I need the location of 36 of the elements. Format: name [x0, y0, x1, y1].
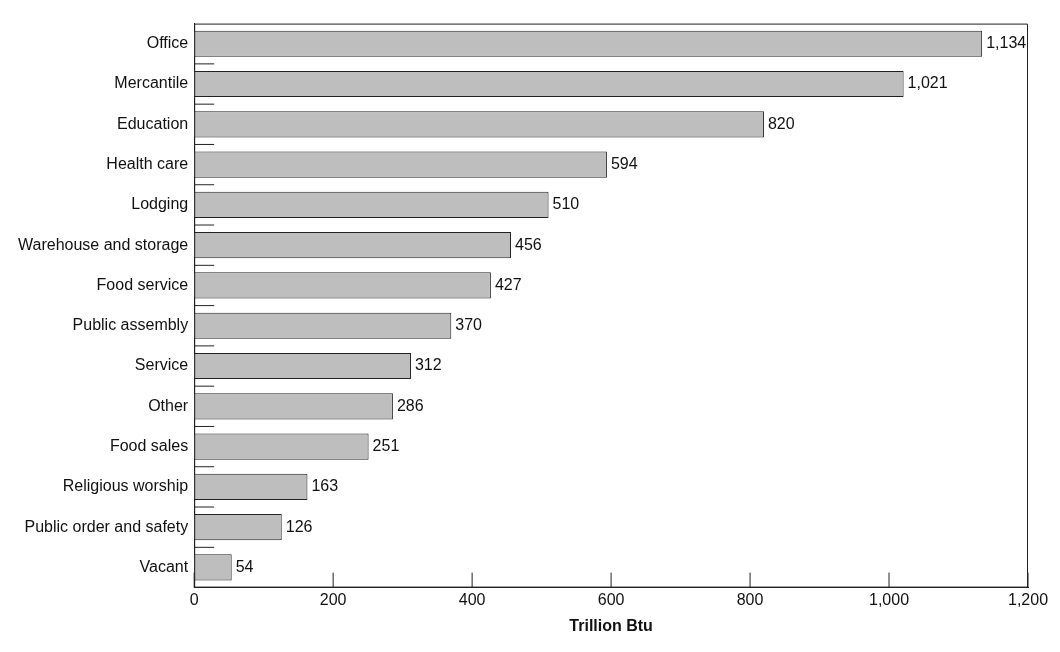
data-label: 312: [414, 356, 442, 374]
x-tick-label: 0: [189, 590, 199, 608]
data-label: 163: [311, 477, 339, 495]
data-label: 370: [455, 316, 483, 334]
x-axis-title: Trillion Btu: [569, 616, 653, 634]
data-label: 126: [285, 517, 313, 535]
y-tick-label: Other: [148, 396, 189, 414]
y-tick-label: Food sales: [109, 437, 189, 455]
x-tick-label: 400: [458, 590, 486, 608]
y-tick-label: Service: [134, 356, 189, 374]
y-tick-label: Health care: [106, 155, 189, 173]
x-tick-label: 800: [736, 590, 764, 608]
x-tick-label: 1,000: [869, 590, 910, 608]
data-label: 286: [396, 396, 424, 414]
y-tick-label: Mercantile: [114, 74, 189, 92]
y-tick-label: Warehouse and storage: [17, 235, 189, 253]
x-tick-label: 600: [597, 590, 625, 608]
data-label: 1,021: [907, 74, 948, 92]
data-label: 427: [494, 275, 522, 293]
y-tick-label: Religious worship: [62, 477, 189, 495]
data-label: 54: [235, 557, 254, 575]
y-tick-label: Food service: [96, 275, 189, 293]
data-label: 1,134: [986, 34, 1027, 52]
y-tick-label: Lodging: [131, 195, 189, 213]
data-label: 820: [767, 114, 795, 132]
y-tick-label: Public assembly: [72, 316, 189, 334]
y-tick-label: Public order and safety: [24, 517, 189, 535]
x-tick-label: 1,200: [1007, 590, 1049, 608]
x-tick-label: 200: [319, 590, 347, 608]
data-label: 251: [372, 437, 400, 455]
data-label: 510: [552, 195, 580, 213]
data-label: 594: [610, 155, 638, 173]
y-tick-label: Education: [117, 114, 189, 132]
y-tick-label: Office: [146, 34, 189, 52]
data-label: 456: [515, 235, 542, 253]
y-tick-label: Vacant: [139, 557, 189, 575]
